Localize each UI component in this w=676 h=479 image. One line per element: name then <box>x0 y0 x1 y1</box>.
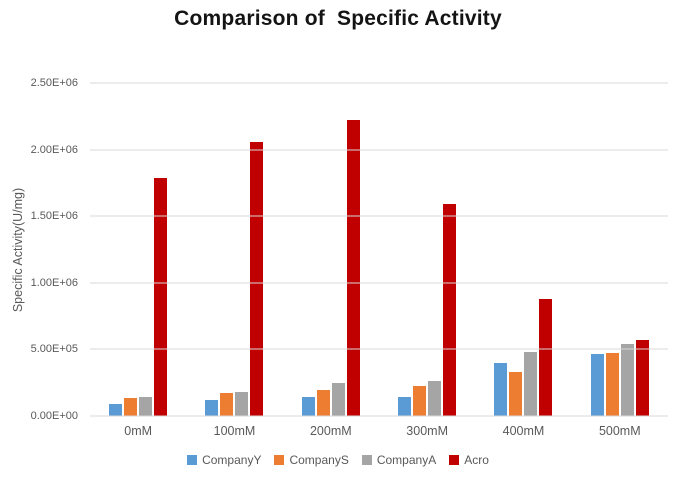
bar-group <box>186 83 282 416</box>
gridline <box>90 82 668 84</box>
bar-group <box>475 83 571 416</box>
y-tick-label: 1.50E+06 <box>30 210 78 223</box>
gridline <box>90 415 668 417</box>
legend-swatch-companyy <box>187 455 198 465</box>
bar-companyy <box>205 400 219 416</box>
bar-companys <box>316 389 330 416</box>
y-tick-label: 1.00E+06 <box>30 276 78 289</box>
legend: CompanyY CompanyS CompanyA Acro <box>0 453 676 467</box>
gridline <box>90 149 668 151</box>
x-tick-label: 100mM <box>213 424 256 438</box>
x-tick-label: 500mM <box>598 424 641 438</box>
bar-acro <box>539 298 553 416</box>
x-tick-label: 200mM <box>309 424 352 438</box>
bar-group <box>283 83 379 416</box>
y-tick-label: 5.00E+05 <box>30 343 78 356</box>
plot-area <box>90 82 668 417</box>
legend-label: CompanyA <box>376 453 437 467</box>
bar-companya <box>139 396 153 416</box>
legend-item: CompanyA <box>361 453 437 467</box>
bar-group <box>572 83 668 416</box>
bar-groups <box>90 83 668 416</box>
bar-group <box>379 83 475 416</box>
legend-swatch-companya <box>361 455 372 465</box>
bar-companyy <box>109 404 123 416</box>
y-axis-ticks: 0.00E+00 5.00E+05 1.00E+06 1.50E+06 2.00E+06… <box>0 77 78 422</box>
bar-companyy <box>590 354 604 416</box>
bar-companys <box>124 398 138 416</box>
y-tick-label: 2.50E+06 <box>30 77 78 89</box>
bar-companyy <box>398 397 412 416</box>
bar-acro <box>635 340 649 416</box>
x-tick-label: 400mM <box>502 424 545 438</box>
bar-companyy <box>494 363 508 416</box>
bar-acro <box>346 120 360 416</box>
bar-acro <box>154 177 168 416</box>
y-tick-label: 2.00E+06 <box>30 143 78 156</box>
y-tick-label: 0.00E+00 <box>30 410 78 422</box>
bar-companya <box>428 381 442 416</box>
bar-companya <box>331 383 345 416</box>
legend-label: Acro <box>464 453 489 467</box>
bar-acro <box>250 141 264 416</box>
x-axis-labels: 0mM 100mM 200mM 300mM 400mM 500mM <box>90 424 668 438</box>
x-tick-label: 0mM <box>124 424 153 438</box>
bar-group <box>90 83 186 416</box>
legend-label: CompanyS <box>289 453 349 467</box>
legend-label: CompanyY <box>202 453 262 467</box>
legend-item: Acro <box>449 453 489 467</box>
bar-companya <box>235 391 249 416</box>
gridline <box>90 282 668 284</box>
bar-acro <box>443 204 457 416</box>
gridline <box>90 348 668 350</box>
chart-title: Comparison of Specific Activity <box>174 7 502 30</box>
bar-companya <box>524 352 538 416</box>
legend-swatch-companys <box>274 455 285 465</box>
gridline <box>90 215 668 217</box>
bar-companys <box>509 372 523 416</box>
bar-companys <box>605 352 619 416</box>
legend-item: CompanyS <box>274 453 349 467</box>
bar-companys <box>220 392 234 416</box>
legend-item: CompanyY <box>187 453 261 467</box>
x-tick-label: 300mM <box>406 424 448 438</box>
bar-companyy <box>301 397 315 416</box>
bar-companys <box>413 386 427 416</box>
legend-swatch-acro <box>449 455 460 465</box>
bar-companya <box>620 344 634 416</box>
